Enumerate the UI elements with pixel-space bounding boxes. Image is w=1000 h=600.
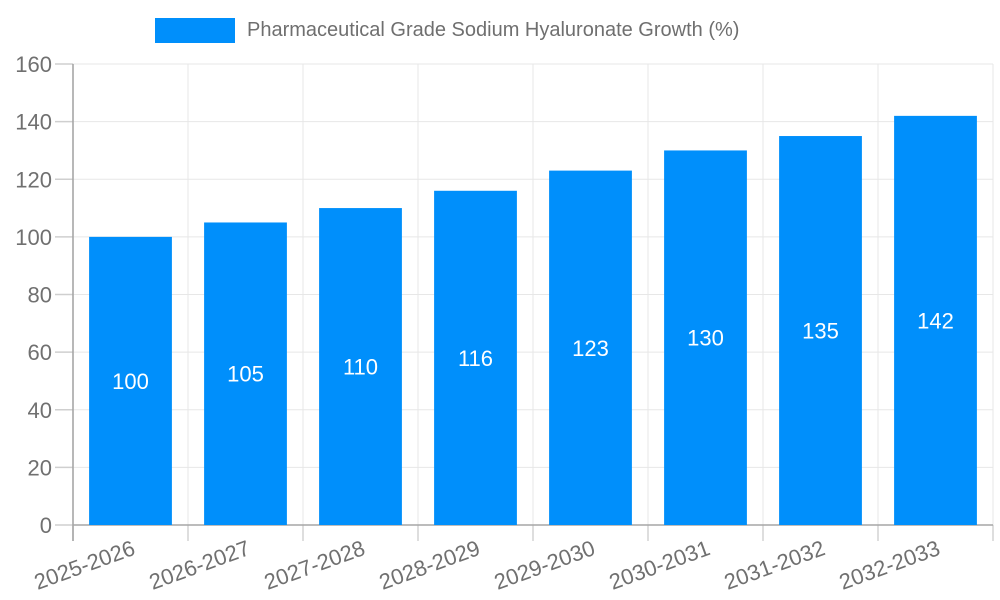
y-axis-label: 160	[15, 52, 52, 77]
bar-value-label: 110	[343, 355, 378, 380]
y-axis-label: 0	[40, 513, 52, 538]
x-axis-label: 2031-2032	[721, 535, 828, 594]
bar[interactable]	[779, 136, 862, 525]
bar[interactable]	[894, 115, 977, 526]
bar-value-label: 142	[917, 308, 954, 333]
y-axis-label: 140	[15, 110, 52, 135]
bar[interactable]	[664, 150, 747, 525]
bar[interactable]	[434, 190, 517, 525]
bar[interactable]	[89, 236, 172, 525]
x-axis-label: 2032-2033	[836, 535, 943, 594]
bar[interactable]	[549, 170, 632, 525]
x-axis-label: 2027-2028	[261, 535, 368, 594]
legend-label: Pharmaceutical Grade Sodium Hyaluronate …	[247, 19, 740, 41]
x-axis-label: 2029-2030	[491, 535, 598, 594]
y-axis-label: 80	[28, 283, 52, 308]
bar[interactable]	[204, 222, 287, 525]
bar-value-label: 123	[572, 336, 609, 361]
x-axis-label: 2028-2029	[376, 535, 483, 594]
bar-value-label: 116	[458, 346, 493, 371]
y-axis-label: 120	[15, 167, 52, 192]
legend-swatch	[155, 18, 235, 43]
y-axis-label: 60	[28, 340, 52, 365]
bar-value-label: 100	[112, 369, 149, 394]
x-axis-label: 2030-2031	[606, 535, 713, 594]
y-axis-label: 40	[28, 398, 52, 423]
bar-value-label: 135	[802, 319, 839, 344]
y-axis-label: 20	[28, 455, 52, 480]
bar-value-label: 105	[227, 362, 264, 387]
bar[interactable]	[319, 208, 402, 525]
bar-value-label: 130	[687, 326, 724, 351]
x-axis-label: 2026-2027	[146, 535, 253, 594]
legend-item[interactable]: Pharmaceutical Grade Sodium Hyaluronate …	[155, 18, 739, 43]
y-axis-label: 100	[15, 225, 52, 250]
x-axis-label: 2025-2026	[31, 535, 138, 594]
